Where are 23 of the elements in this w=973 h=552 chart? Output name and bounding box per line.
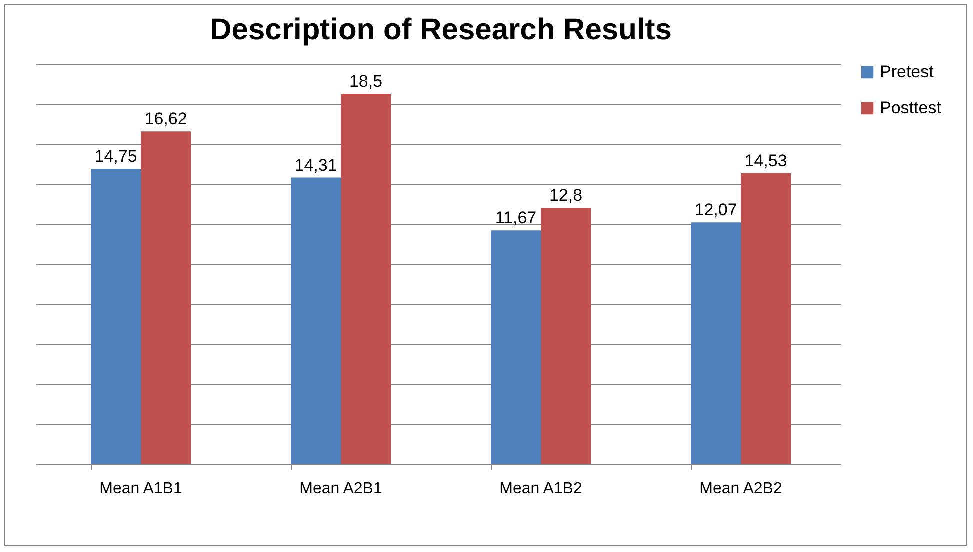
x-tick-label: Mean A2B2 (700, 480, 782, 498)
bar (541, 208, 591, 464)
legend-label: Posttest (880, 98, 942, 118)
data-label: 14,53 (744, 151, 788, 170)
bar (91, 169, 141, 464)
x-tick-label: Mean A2B1 (300, 480, 382, 498)
data-label: 14,31 (294, 156, 338, 175)
bar (341, 94, 391, 464)
x-tick-label: Mean A1B2 (500, 480, 582, 498)
bar (141, 132, 191, 464)
data-label: 12,8 (549, 186, 583, 205)
data-label: 18,5 (349, 72, 383, 91)
data-label: 11,67 (495, 208, 537, 228)
bar (491, 230, 541, 464)
chart-title: Description of Research Results (210, 14, 672, 46)
data-label: 12,07 (694, 200, 738, 220)
data-label: 14,75 (94, 147, 138, 166)
data-label: 16,62 (144, 110, 188, 129)
bar (291, 178, 341, 464)
bar (741, 173, 791, 464)
legend-label: Pretest (880, 62, 934, 82)
bar (691, 222, 741, 464)
x-tick-label: Mean A1B1 (100, 480, 182, 498)
